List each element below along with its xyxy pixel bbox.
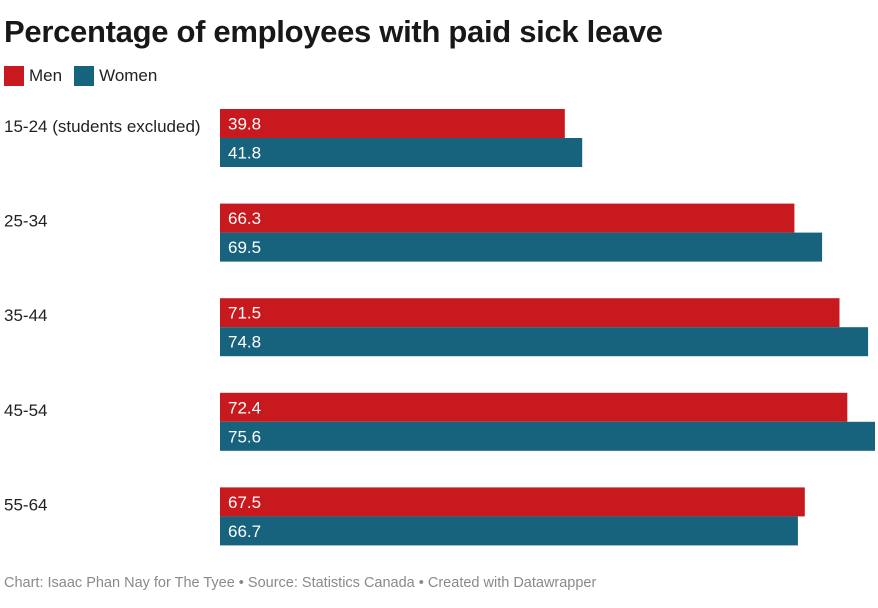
legend-item-women: Women <box>74 66 157 86</box>
bar-women-35-44 <box>220 327 869 357</box>
bar-value-label-women-45-54: 75.6 <box>228 427 261 446</box>
legend-label-men: Men <box>29 66 63 85</box>
bar-men-15-24 <box>220 109 565 138</box>
category-label-25-34: 25-34 <box>4 212 47 231</box>
bar-value-label-women-25-34: 69.5 <box>228 238 261 257</box>
legend: Men Women <box>4 66 169 86</box>
bar-value-label-men-45-54: 72.4 <box>228 398 261 417</box>
bar-value-label-women-35-44: 74.8 <box>228 333 261 352</box>
category-label-15-24: 15-24 (students excluded) <box>4 117 201 136</box>
bar-value-label-men-15-24: 39.8 <box>228 115 261 134</box>
bar-women-15-24 <box>220 138 583 167</box>
chart-title: Percentage of employees with paid sick l… <box>4 14 663 49</box>
category-label-35-44: 35-44 <box>4 306 47 325</box>
legend-swatch-women <box>74 66 95 86</box>
category-label-45-54: 45-54 <box>4 401 47 420</box>
bar-men-55-64 <box>220 487 805 517</box>
bar-women-45-54 <box>220 421 875 451</box>
bar-value-label-men-35-44: 71.5 <box>228 304 261 323</box>
bar-value-label-men-25-34: 66.3 <box>228 209 261 228</box>
legend-swatch-men <box>4 66 24 86</box>
category-label-55-64: 55-64 <box>4 495 47 514</box>
bar-women-25-34 <box>220 232 823 262</box>
legend-label-women: Women <box>99 66 158 85</box>
chart-footer: Chart: Isaac Phan Nay for The Tyee • Sou… <box>4 575 597 591</box>
bar-value-label-women-55-64: 66.7 <box>228 522 261 541</box>
bar-men-35-44 <box>220 298 840 328</box>
bar-value-label-men-55-64: 67.5 <box>228 493 261 512</box>
bar-women-55-64 <box>220 516 798 546</box>
bar-men-45-54 <box>220 392 848 422</box>
bar-men-25-34 <box>220 203 795 233</box>
legend-item-men: Men <box>4 66 62 86</box>
bar-value-label-women-15-24: 41.8 <box>228 144 261 163</box>
